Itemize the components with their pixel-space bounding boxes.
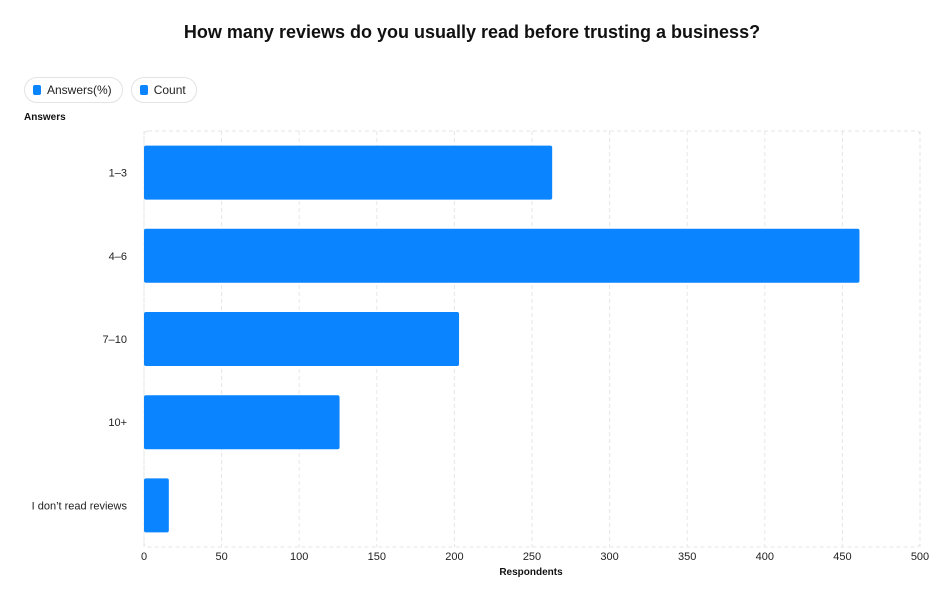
legend-label-answers-percent: Answers(%) — [47, 83, 112, 97]
y-tick-label: 4–6 — [109, 251, 127, 263]
chart-legend: Answers(%) Count — [24, 77, 197, 103]
x-tick-label: 250 — [523, 551, 541, 563]
y-axis-title: Answers — [24, 112, 66, 123]
bar — [144, 145, 553, 200]
legend-item-count[interactable]: Count — [130, 77, 197, 103]
chart-title: How many reviews do you usually read bef… — [183, 22, 761, 42]
bar — [144, 478, 169, 533]
x-tick-label: 150 — [368, 551, 386, 563]
x-tick-label: 350 — [678, 551, 696, 563]
bar — [144, 312, 460, 366]
x-tick-label: 500 — [911, 551, 929, 563]
legend-swatch-answers-percent — [33, 85, 41, 95]
legend-item-answers-percent[interactable]: Answers(%) — [24, 77, 123, 103]
bar — [144, 228, 860, 283]
y-tick-label: 1–3 — [109, 168, 127, 180]
x-tick-label: 450 — [833, 551, 851, 563]
x-tick-label: 100 — [290, 551, 308, 563]
x-tick-label: 400 — [756, 551, 774, 563]
y-tick-label: 7–10 — [103, 334, 127, 346]
x-tick-label: 200 — [445, 551, 463, 563]
y-tick-label: I don’t read reviews — [32, 500, 128, 512]
x-tick-label: 50 — [215, 551, 227, 563]
x-tick-label: 300 — [600, 551, 618, 563]
bar — [144, 395, 340, 450]
legend-label-count: Count — [153, 83, 186, 97]
y-tick-label: 10+ — [108, 417, 127, 429]
legend-swatch-count — [139, 85, 148, 95]
x-axis-title: Respondents — [499, 567, 563, 578]
x-tick-label: 0 — [141, 551, 147, 563]
